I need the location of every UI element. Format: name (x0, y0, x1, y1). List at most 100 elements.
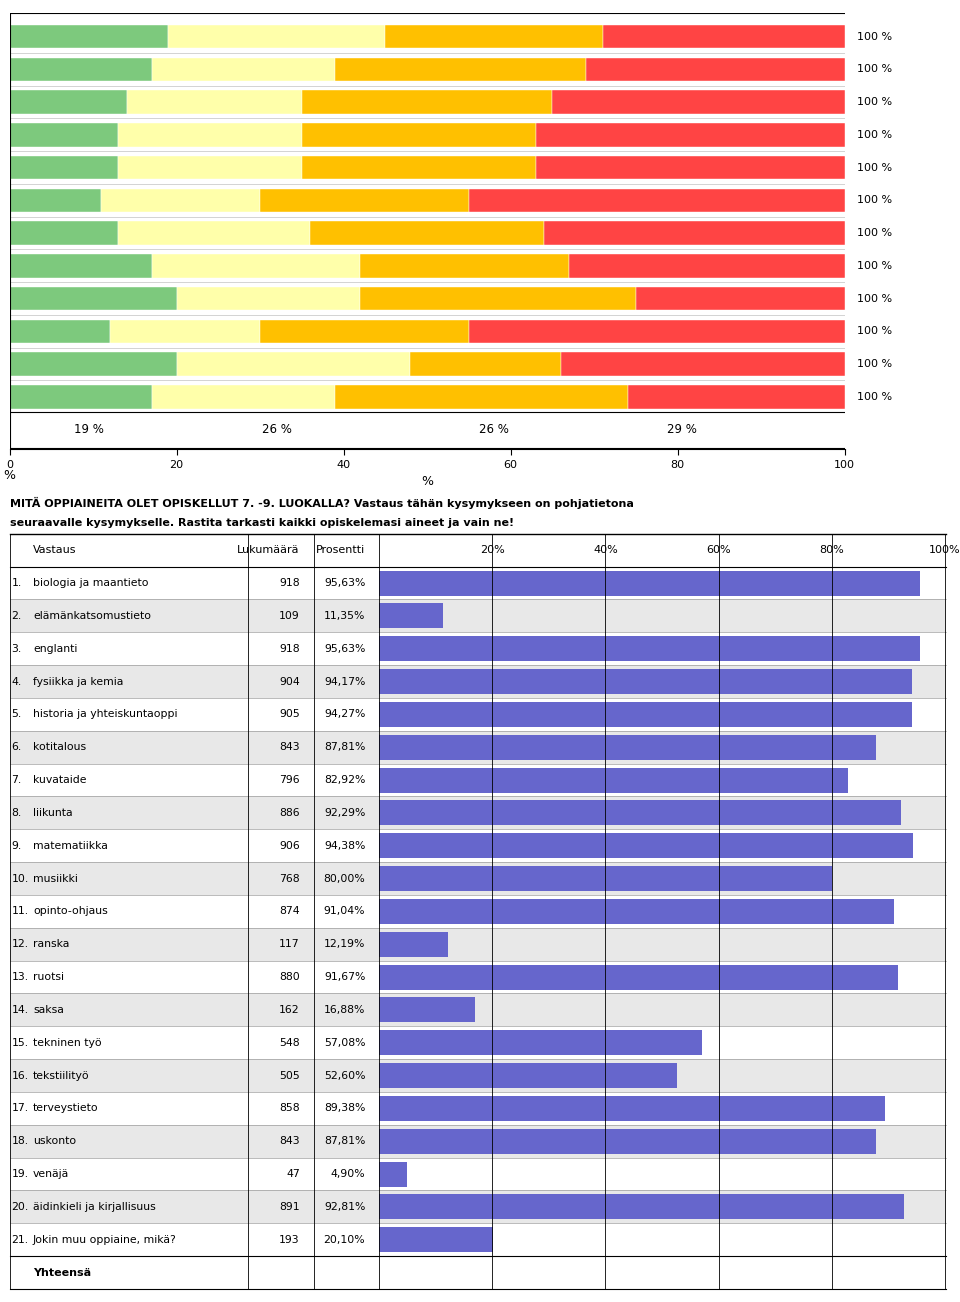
Bar (411, 353, 561, 376)
Bar (536, 156, 845, 180)
Bar (10, 156, 118, 180)
Text: 12,19%: 12,19% (324, 939, 365, 949)
Text: 6.: 6. (12, 742, 22, 753)
Text: 874: 874 (279, 906, 300, 917)
Text: 19 %: 19 % (74, 423, 104, 436)
Text: terveystieto: terveystieto (33, 1103, 99, 1113)
Bar (10, 566, 946, 599)
Bar (10, 730, 946, 764)
Bar (10, 1092, 946, 1125)
Text: 100%: 100% (929, 546, 960, 555)
Text: 109: 109 (279, 611, 300, 621)
Bar (379, 932, 448, 957)
Bar (379, 1194, 904, 1220)
Text: englanti: englanti (33, 643, 78, 654)
Text: 768: 768 (279, 874, 300, 884)
Text: 80%: 80% (819, 546, 844, 555)
Bar (10, 1026, 946, 1059)
Bar (379, 898, 894, 924)
Text: Vastaus: Vastaus (33, 546, 77, 555)
Bar (379, 768, 848, 793)
Text: 100 %: 100 % (857, 392, 893, 402)
Bar (379, 866, 831, 891)
Bar (152, 254, 360, 277)
Bar (10, 764, 946, 797)
Bar (360, 286, 636, 310)
Bar (10, 633, 946, 665)
Text: 20.: 20. (12, 1202, 29, 1212)
Bar (10, 90, 127, 113)
Bar (628, 385, 845, 409)
Text: 92,81%: 92,81% (324, 1202, 365, 1212)
Text: 13.: 13. (12, 973, 29, 982)
Text: opinto-ohjaus: opinto-ohjaus (33, 906, 108, 917)
Text: 11,35%: 11,35% (324, 611, 365, 621)
Text: 918: 918 (279, 643, 300, 654)
Bar (379, 1129, 876, 1154)
Text: 26 %: 26 % (479, 423, 509, 436)
Bar (10, 534, 946, 566)
Bar (379, 1064, 677, 1088)
Text: 904: 904 (279, 677, 300, 686)
Bar (10, 57, 152, 81)
Bar (469, 189, 845, 212)
Text: 87,81%: 87,81% (324, 1137, 365, 1146)
Text: 905: 905 (279, 710, 300, 720)
Text: ruotsi: ruotsi (33, 973, 64, 982)
Bar (177, 286, 360, 310)
Text: liikunta: liikunta (33, 809, 73, 818)
Text: 80,00%: 80,00% (324, 874, 365, 884)
Bar (553, 90, 845, 113)
Text: Lukumäärä: Lukumäärä (237, 546, 300, 555)
Text: 94,17%: 94,17% (324, 677, 365, 686)
Text: 193: 193 (279, 1234, 300, 1245)
Text: 906: 906 (279, 841, 300, 850)
Text: 9.: 9. (12, 841, 22, 850)
Text: 40%: 40% (593, 546, 618, 555)
Text: 100 %: 100 % (857, 327, 893, 336)
Bar (10, 1125, 946, 1157)
Bar (536, 124, 845, 147)
Text: 52,60%: 52,60% (324, 1070, 365, 1081)
Text: saksa: saksa (33, 1005, 64, 1014)
Text: 20%: 20% (480, 546, 505, 555)
Text: 89,38%: 89,38% (324, 1103, 365, 1113)
Bar (386, 25, 603, 48)
Text: 100 %: 100 % (857, 64, 893, 74)
Text: 92,29%: 92,29% (324, 809, 365, 818)
Text: 94,27%: 94,27% (324, 710, 365, 720)
Text: biologia ja maantieto: biologia ja maantieto (33, 578, 149, 589)
Text: ranska: ranska (33, 939, 69, 949)
Text: 843: 843 (279, 1137, 300, 1146)
Text: 3.: 3. (12, 643, 22, 654)
Text: 14.: 14. (12, 1005, 29, 1014)
Text: tekstiilityö: tekstiilityö (33, 1070, 89, 1081)
Text: 91,67%: 91,67% (324, 973, 365, 982)
Bar (10, 1256, 946, 1289)
Bar (379, 1096, 884, 1121)
Bar (469, 319, 845, 344)
Text: 29 %: 29 % (667, 423, 697, 436)
Text: 60%: 60% (707, 546, 731, 555)
Text: 5.: 5. (12, 710, 22, 720)
Text: 891: 891 (279, 1202, 300, 1212)
Text: 16.: 16. (12, 1070, 29, 1081)
Text: 548: 548 (279, 1038, 300, 1048)
Text: 16,88%: 16,88% (324, 1005, 365, 1014)
Text: seuraavalle kysymykselle. Rastita tarkasti kaikki opiskelemasi aineet ja vain ne: seuraavalle kysymykselle. Rastita tarkas… (10, 518, 514, 529)
Bar (379, 965, 898, 990)
Bar (379, 570, 920, 595)
Text: 18.: 18. (12, 1137, 29, 1146)
Text: fysiikka ja kemia: fysiikka ja kemia (33, 677, 124, 686)
Text: 843: 843 (279, 742, 300, 753)
Bar (10, 797, 946, 829)
Bar (379, 603, 444, 629)
Bar (10, 599, 946, 633)
Text: 19.: 19. (12, 1169, 29, 1180)
Text: 2.: 2. (12, 611, 22, 621)
Bar (118, 156, 301, 180)
Text: 10.: 10. (12, 874, 29, 884)
Bar (10, 189, 102, 212)
Text: 94,38%: 94,38% (324, 841, 365, 850)
Text: 796: 796 (279, 775, 300, 785)
